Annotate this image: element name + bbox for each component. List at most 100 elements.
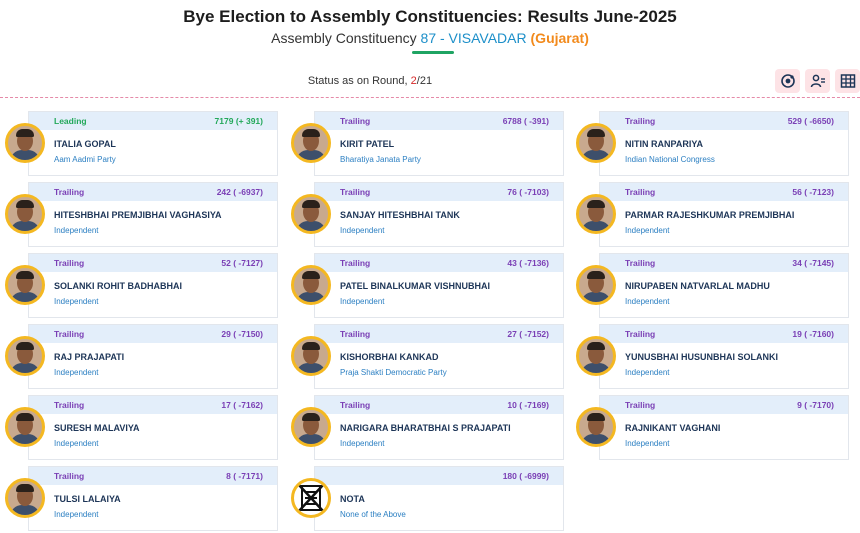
- candidate-card-header: Trailing 29 ( -7150): [29, 325, 277, 343]
- candidate-party: Aam Aadmi Party: [54, 155, 116, 164]
- candidate-votes: 34 ( -7145): [792, 258, 834, 268]
- candidate-card[interactable]: Trailing 34 ( -7145) NIRUPABEN NATVARLAL M…: [599, 253, 849, 318]
- page-title: Bye Election to Assembly Constituencies:…: [183, 7, 677, 26]
- candidate-status: Trailing: [625, 329, 656, 339]
- candidate-photo-icon: [5, 123, 45, 163]
- candidate-votes: 56 ( -7123): [792, 187, 834, 197]
- candidate-name: RAJ PRAJAPATI: [54, 352, 125, 362]
- round-status: Status as on Round, 2/21: [0, 75, 740, 87]
- candidate-status: Trailing: [340, 258, 371, 268]
- candidate-card[interactable]: Trailing 27 ( -7152) KISHORBHAI KANKAD Praj…: [314, 324, 564, 389]
- candidate-card-header: Trailing 9 ( -7170): [600, 396, 848, 414]
- candidate-party: Independent: [54, 439, 99, 448]
- candidate-photo-icon: [5, 265, 45, 305]
- candidate-status: Trailing: [54, 400, 85, 410]
- candidate-votes: 76 ( -7103): [507, 187, 549, 197]
- round-current: 2: [410, 75, 417, 87]
- candidate-name: SURESH MALAVIYA: [54, 423, 140, 433]
- subtitle-prefix: Assembly Constituency: [271, 30, 417, 46]
- candidate-status: Trailing: [625, 187, 656, 197]
- round-status-prefix: Status as on Round,: [307, 75, 408, 87]
- state-name: (Gujarat): [530, 30, 589, 46]
- chart-nodes-icon: [780, 74, 795, 88]
- candidate-party: Independent: [340, 439, 385, 448]
- candidate-photo-icon: [576, 194, 616, 234]
- candidate-card[interactable]: Trailing 242 ( -6937) HITESHBHAI PREMJIBHA…: [28, 182, 278, 247]
- candidate-votes: 6788 ( -391): [502, 116, 549, 126]
- candidate-votes: 8 ( -7171): [226, 471, 263, 481]
- candidate-card[interactable]: Trailing 529 ( -6650) NITIN RANPARIYA India…: [599, 111, 849, 176]
- chart-view-button[interactable]: [775, 69, 800, 93]
- users-filter-icon: [810, 74, 825, 88]
- candidate-card-header: Trailing 6788 ( -391): [315, 112, 563, 130]
- candidate-party: Independent: [54, 510, 99, 519]
- candidate-card-header: Trailing 34 ( -7145): [600, 254, 848, 272]
- candidate-card-header: Trailing 8 ( -7171): [29, 467, 277, 485]
- candidate-card[interactable]: Trailing 56 ( -7123) PARMAR RAJESHKUMAR PR…: [599, 182, 849, 247]
- candidate-photo-icon: [291, 407, 331, 447]
- candidate-card[interactable]: Trailing 9 ( -7170) RAJNIKANT VAGHANI Indep…: [599, 395, 849, 460]
- candidate-card[interactable]: Trailing 6788 ( -391) KIRIT PATEL Bharatiya…: [314, 111, 564, 176]
- candidate-card[interactable]: 180 ( -6999) NOTA None of the Above: [314, 466, 564, 531]
- candidate-name: NOTA: [340, 494, 365, 504]
- candidate-party: None of the Above: [340, 510, 406, 519]
- candidate-name: PATEL BINALKUMAR VISHNUBHAI: [340, 281, 490, 291]
- table-grid-icon: [840, 74, 855, 88]
- candidate-status: Trailing: [340, 329, 371, 339]
- candidate-votes: 242 ( -6937): [216, 187, 263, 197]
- candidate-votes: 52 ( -7127): [221, 258, 263, 268]
- candidate-status: Trailing: [54, 471, 85, 481]
- candidate-party: Indian National Congress: [625, 155, 715, 164]
- candidate-party: Independent: [54, 226, 99, 235]
- candidate-card[interactable]: Trailing 8 ( -7171) TULSI LALAIYA Independe…: [28, 466, 278, 531]
- candidate-card-header: Trailing 43 ( -7136): [315, 254, 563, 272]
- candidate-votes: 27 ( -7152): [507, 329, 549, 339]
- candidate-name: NIRUPABEN NATVARLAL MADHU: [625, 281, 770, 291]
- candidate-card[interactable]: Trailing 10 ( -7169) NARIGARA BHARATBHAI S…: [314, 395, 564, 460]
- table-view-button[interactable]: [835, 69, 860, 93]
- candidate-name: SOLANKI ROHIT BADHABHAI: [54, 281, 182, 291]
- candidate-photo-icon: [291, 123, 331, 163]
- candidate-card-header: Trailing 19 ( -7160): [600, 325, 848, 343]
- candidate-card[interactable]: Trailing 17 ( -7162) SURESH MALAVIYA Indepe…: [28, 395, 278, 460]
- candidate-card[interactable]: Trailing 52 ( -7127) SOLANKI ROHIT BADHABH…: [28, 253, 278, 318]
- candidate-status: Trailing: [625, 116, 656, 126]
- candidate-votes: 7179 (+ 391): [214, 116, 263, 126]
- candidate-votes: 180 ( -6999): [502, 471, 549, 481]
- candidate-photo-icon: [576, 407, 616, 447]
- candidate-card[interactable]: Trailing 29 ( -7150) RAJ PRAJAPATI Independ…: [28, 324, 278, 389]
- candidate-card-header: Trailing 27 ( -7152): [315, 325, 563, 343]
- candidate-votes: 529 ( -6650): [787, 116, 834, 126]
- candidate-card-header: Trailing 17 ( -7162): [29, 396, 277, 414]
- candidate-photo-icon: [5, 407, 45, 447]
- candidate-name: NARIGARA BHARATBHAI S PRAJAPATI: [340, 423, 511, 433]
- candidate-card[interactable]: Trailing 43 ( -7136) PATEL BINALKUMAR VISH…: [314, 253, 564, 318]
- candidate-photo-icon: [576, 336, 616, 376]
- candidate-photo-icon: [5, 336, 45, 376]
- candidate-party: Bharatiya Janata Party: [340, 155, 421, 164]
- candidate-party: Independent: [54, 297, 99, 306]
- candidate-name: KIRIT PATEL: [340, 139, 395, 149]
- candidate-card[interactable]: Trailing 19 ( -7160) YUNUSBHAI HUSUNBHAI S…: [599, 324, 849, 389]
- candidate-status: Trailing: [340, 400, 371, 410]
- candidate-photo-icon: [576, 123, 616, 163]
- candidate-card-header: Trailing 76 ( -7103): [315, 183, 563, 201]
- candidate-filter-button[interactable]: [805, 69, 830, 93]
- title-underline: [412, 51, 454, 54]
- candidate-card[interactable]: Trailing 76 ( -7103) SANJAY HITESHBHAI TAN…: [314, 182, 564, 247]
- candidate-card[interactable]: Leading 7179 (+ 391) ITALIA GOPAL Aam Aadmi…: [28, 111, 278, 176]
- candidate-name: NITIN RANPARIYA: [625, 139, 704, 149]
- candidate-status: Trailing: [54, 258, 85, 268]
- candidate-name: KISHORBHAI KANKAD: [340, 352, 439, 362]
- candidate-party: Independent: [625, 226, 670, 235]
- candidate-name: HITESHBHAI PREMJIBHAI VAGHASIYA: [54, 210, 222, 220]
- candidate-photo-icon: [291, 336, 331, 376]
- candidate-card-header: Trailing 52 ( -7127): [29, 254, 277, 272]
- nota-symbol-icon: [291, 478, 331, 518]
- candidate-votes: 19 ( -7160): [792, 329, 834, 339]
- candidate-card-header: Trailing 529 ( -6650): [600, 112, 848, 130]
- round-total: /21: [416, 75, 433, 87]
- candidate-card-header: Trailing 242 ( -6937): [29, 183, 277, 201]
- candidate-party: Praja Shakti Democratic Party: [340, 368, 447, 377]
- candidate-votes: 29 ( -7150): [221, 329, 263, 339]
